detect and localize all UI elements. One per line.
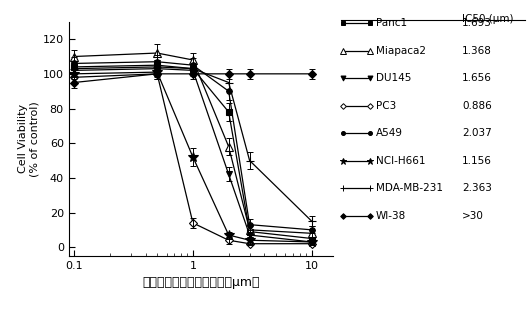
Text: 2.363: 2.363 xyxy=(462,183,492,193)
Y-axis label: Cell Viability
(% of control): Cell Viability (% of control) xyxy=(18,101,40,177)
Text: A549: A549 xyxy=(376,128,403,138)
Text: 1.656: 1.656 xyxy=(462,73,492,83)
Text: PC3: PC3 xyxy=(376,101,396,111)
Text: WI-38: WI-38 xyxy=(376,211,406,221)
Text: MDA-MB-231: MDA-MB-231 xyxy=(376,183,443,193)
Text: NCI-H661: NCI-H661 xyxy=(376,156,426,166)
Text: DU145: DU145 xyxy=(376,73,411,83)
Text: IC50 (μm): IC50 (μm) xyxy=(462,14,514,24)
Text: 2.037: 2.037 xyxy=(462,128,492,138)
X-axis label: 阿霉素靶向长循环脂质体（μm）: 阿霉素靶向长循环脂质体（μm） xyxy=(142,276,259,289)
Text: 0.886: 0.886 xyxy=(462,101,492,111)
Text: Miapaca2: Miapaca2 xyxy=(376,46,426,56)
Text: 1.156: 1.156 xyxy=(462,156,492,166)
Text: >30: >30 xyxy=(462,211,484,221)
Text: 1.693: 1.693 xyxy=(462,18,492,28)
Text: Panc1: Panc1 xyxy=(376,18,407,28)
Text: 1.368: 1.368 xyxy=(462,46,492,56)
